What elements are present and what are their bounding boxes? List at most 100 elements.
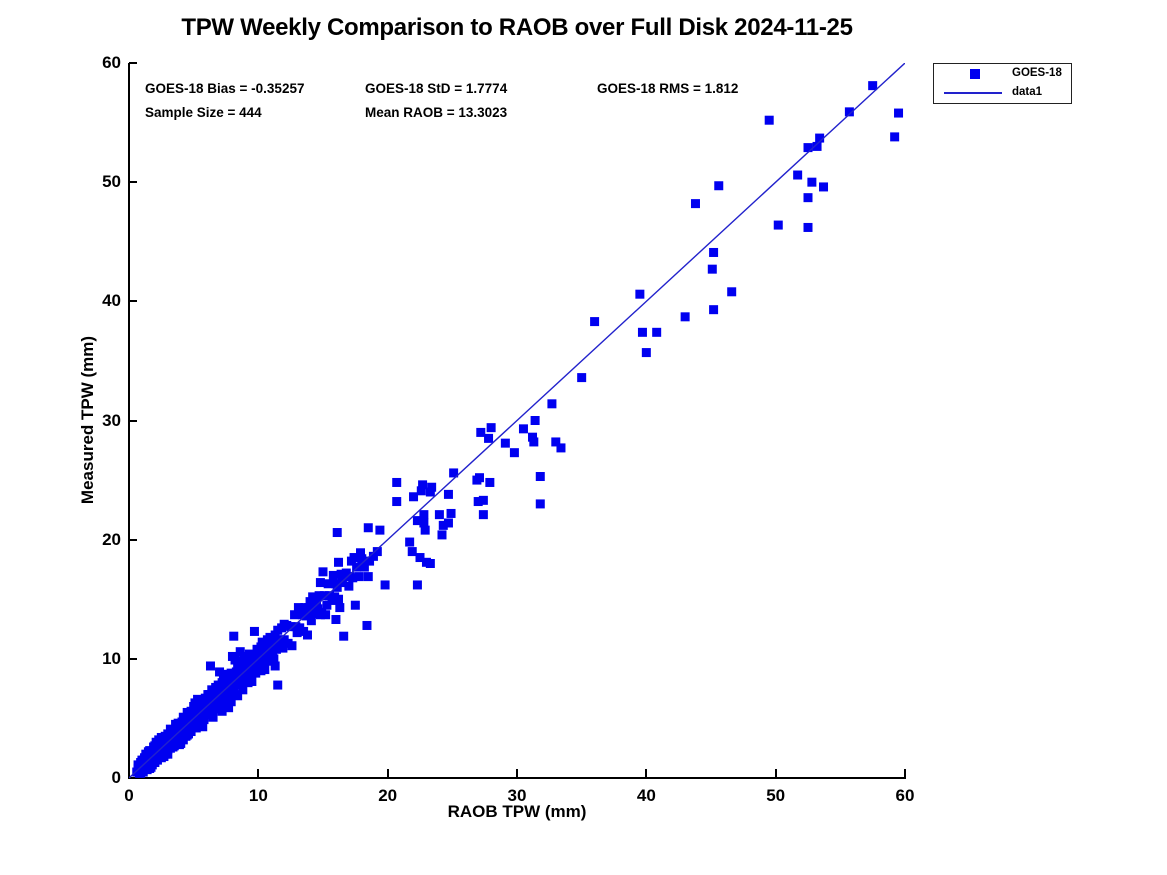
scatter-point xyxy=(807,177,817,187)
scatter-point xyxy=(173,718,183,728)
scatter-point xyxy=(418,480,428,490)
scatter-point xyxy=(339,631,349,641)
legend-label: data1 xyxy=(1012,86,1043,98)
scatter-point xyxy=(486,423,496,433)
x-tick xyxy=(128,769,130,777)
scatter-point xyxy=(328,570,338,580)
scatter-point xyxy=(322,600,332,610)
scatter-point xyxy=(819,182,829,192)
scatter-point xyxy=(233,671,243,681)
scatter-point xyxy=(349,553,359,563)
scatter-point xyxy=(334,594,344,604)
scatter-point xyxy=(357,554,367,564)
scatter-point xyxy=(235,680,245,690)
scatter-point xyxy=(286,622,296,632)
scatter-point xyxy=(178,712,188,722)
scatter-point xyxy=(251,668,261,678)
scatter-point xyxy=(220,669,230,679)
scatter-point xyxy=(168,742,178,752)
scatter-point xyxy=(409,492,419,502)
y-tick-label: 0 xyxy=(111,768,121,787)
legend-label: GOES-18 xyxy=(1012,67,1062,79)
stat-std: GOES-18 StD = 1.7774 xyxy=(365,81,508,96)
scatter-point xyxy=(793,170,803,180)
scatter-point xyxy=(182,707,192,717)
chart-title: TPW Weekly Comparison to RAOB over Full … xyxy=(181,14,853,41)
scatter-point xyxy=(509,448,519,458)
scatter-point xyxy=(709,305,719,315)
scatter-point xyxy=(894,108,904,118)
scatter-point xyxy=(392,477,402,487)
scatter-point xyxy=(577,373,587,383)
scatter-point xyxy=(215,667,225,677)
scatter-point xyxy=(352,562,362,572)
scatter-point xyxy=(690,199,700,209)
scatter-point xyxy=(415,553,425,563)
scatter-point xyxy=(473,497,483,507)
x-tick xyxy=(904,769,906,777)
scatter-point xyxy=(270,630,280,640)
y-tick-label: 50 xyxy=(102,172,121,192)
scatter-point xyxy=(233,691,243,701)
blue-square-marker-icon xyxy=(970,69,980,79)
scatter-point xyxy=(290,610,300,620)
scatter-point xyxy=(314,591,324,601)
scatter-point xyxy=(335,603,345,613)
scatter-point xyxy=(484,433,494,443)
scatter-point xyxy=(500,438,510,448)
scatter-point xyxy=(198,722,208,732)
x-tick-label: 60 xyxy=(895,786,915,805)
scatter-point xyxy=(478,495,488,505)
scatter-point xyxy=(803,222,813,232)
scatter-point xyxy=(420,525,430,535)
scatter-point xyxy=(709,247,719,257)
y-tick xyxy=(129,538,137,541)
scatter-point xyxy=(226,697,236,707)
scatter-point xyxy=(151,737,161,747)
scatter-point xyxy=(472,475,482,485)
legend-item-goes18: GOES-18 xyxy=(934,64,1071,83)
x-tick xyxy=(516,769,518,777)
scatter-point xyxy=(319,591,329,601)
scatter-point xyxy=(803,143,813,153)
scatter-point xyxy=(535,472,545,482)
scatter-point xyxy=(249,626,259,636)
scatter-point xyxy=(890,132,900,142)
scatter-point xyxy=(635,289,645,299)
scatter-point xyxy=(350,600,360,610)
scatter-point xyxy=(530,416,540,425)
scatter-point xyxy=(375,525,385,535)
y-tick xyxy=(129,657,137,660)
scatter-point xyxy=(220,696,230,706)
stat-rms: GOES-18 RMS = 1.812 xyxy=(597,81,739,96)
scatter-point xyxy=(803,193,813,203)
scatter-point xyxy=(405,537,415,547)
scatter-point xyxy=(149,742,159,752)
scatter-point xyxy=(680,312,690,322)
scatter-point xyxy=(160,749,170,759)
scatter-point xyxy=(334,557,344,567)
x-tick xyxy=(257,769,260,777)
stat-mean-raob: Mean RAOB = 13.3023 xyxy=(365,105,508,120)
scatter-point xyxy=(412,580,422,590)
stat-bias: GOES-18 Bias = -0.35257 xyxy=(145,81,305,96)
x-tick-label: 10 xyxy=(248,786,268,805)
blue-line-icon xyxy=(944,92,1002,94)
y-tick xyxy=(129,419,137,422)
scatter-point xyxy=(356,548,366,558)
scatter-point xyxy=(183,729,193,739)
scatter-point xyxy=(141,749,151,759)
scatter-point xyxy=(449,468,459,478)
scatter-point xyxy=(556,443,566,453)
scatter-point xyxy=(321,610,331,620)
scatter-point xyxy=(590,317,600,327)
scatter-point xyxy=(207,685,217,695)
scatter-point xyxy=(652,327,662,337)
stat-sample-size: Sample Size = 444 xyxy=(145,105,262,120)
scatter-point xyxy=(264,641,274,651)
scatter-point xyxy=(174,740,184,750)
y-tick-label: 60 xyxy=(102,53,121,72)
x-tick-label: 0 xyxy=(124,786,134,805)
scatter-point xyxy=(707,264,717,274)
